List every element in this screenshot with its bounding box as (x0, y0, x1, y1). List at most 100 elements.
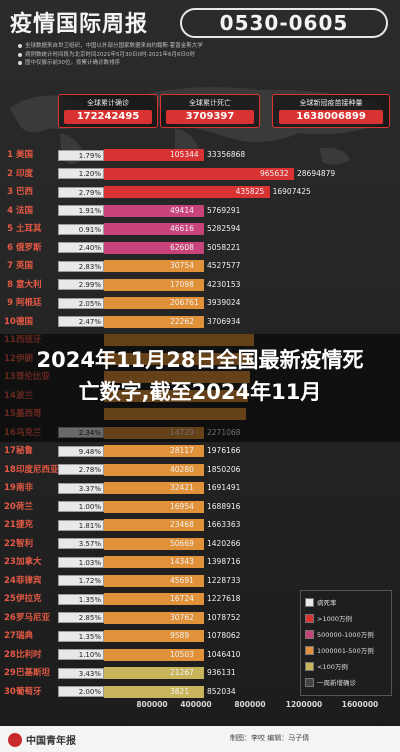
fatality-rate-box: 3.43% (58, 667, 104, 679)
date-range-badge: 0530-0605 (180, 8, 388, 38)
bar (104, 667, 204, 679)
header-notes: 全球数据来自世卫组织，中国以外部分国家数据来自约翰斯·霍普金斯大学 病例数统计时… (18, 42, 203, 68)
cases-label: 1228733 (207, 575, 241, 585)
deaths-label: 28117 (170, 446, 194, 455)
stat-global-vaccines: 全球新冠疫苗接种量 1638006899 (272, 94, 390, 128)
cases-label: 4230153 (207, 279, 241, 289)
fatality-rate-box: 1.81% (58, 519, 104, 531)
credit-text: 制图：李咬 编辑：马子倩 (230, 734, 310, 742)
cases-label: 1227618 (207, 594, 241, 603)
footer: 中国青年报 制图：李咬 编辑：马子倩 (0, 726, 400, 752)
cases-label: 3706934 (207, 316, 241, 326)
table-row: 21 捷克 1.81% 23468 1663363 (0, 516, 400, 534)
header: 疫情国际周报 0530-0605 全球数据来自世卫组织，中国以外部分国家数据来自… (0, 0, 400, 82)
fatality-rate-box: 1.10% (58, 649, 104, 660)
rank-label: 4 (7, 205, 13, 216)
fatality-rate-box: 1.79% (58, 149, 104, 161)
deaths-label: 14343 (170, 557, 194, 566)
publisher-logo[interactable]: 中国青年报 (8, 732, 76, 747)
bar (104, 445, 204, 457)
rank-label: 6 (7, 242, 13, 253)
table-row: 22 智利 3.57% 50669 1420266 (0, 535, 400, 553)
cases-label: 1046410 (207, 649, 241, 659)
table-row: 29 巴基斯坦 3.43% 21267 936131 (0, 664, 400, 682)
table-row: 7 英国 2.83% 30754 4527577 (0, 257, 400, 275)
rank-label: 18 (4, 464, 16, 475)
deaths-label: 50669 (170, 538, 194, 548)
x-tick-label: 800000 (234, 700, 266, 709)
deaths-label: 40280 (170, 464, 194, 474)
legend-swatch-icon (305, 613, 314, 623)
bar (104, 537, 204, 550)
cases-label: 1850206 (207, 464, 241, 474)
legend-swatch-icon (305, 661, 314, 671)
bar (104, 630, 204, 642)
country-label: 巴西 (16, 187, 34, 197)
country-label: 荷兰 (16, 501, 34, 512)
country-label: 德国 (16, 316, 34, 327)
cases-label: 33356868 (207, 150, 246, 159)
rank-label: 25 (4, 594, 16, 604)
fatality-rate-box: 0.91% (58, 223, 104, 235)
country-label: 比利时 (16, 649, 42, 660)
bar (104, 297, 204, 309)
rank-label: 3 (7, 187, 13, 197)
fatality-rate-box: 9.48% (58, 445, 104, 457)
rank-label: 27 (4, 631, 16, 641)
legend-item: >1000万例 (305, 610, 387, 626)
fatality-rate-box: 2.40% (58, 242, 104, 253)
cases-label: 1688916 (207, 501, 241, 511)
bar (104, 204, 204, 217)
cases-label: 1420266 (207, 538, 241, 548)
country-label: 南非 (16, 483, 34, 493)
bar (104, 482, 204, 494)
deaths-label: 206761 (170, 298, 199, 307)
rank-label: 28 (4, 649, 16, 660)
cases-label: 1976166 (207, 446, 241, 455)
cases-label: 1663363 (207, 520, 241, 529)
table-row: 18 印度尼西亚 2.78% 40280 1850206 (0, 461, 400, 479)
deaths-label: 22262 (170, 316, 194, 326)
deaths-label: 10503 (170, 649, 194, 659)
table-row: 6 俄罗斯 2.40% 62608 5058221 (0, 239, 400, 257)
legend-item: 病死率 (305, 594, 387, 610)
rank-label: 2 (7, 168, 13, 179)
legend-item: <100万例 (305, 658, 387, 674)
country-label: 阿根廷 (16, 298, 42, 308)
bar (104, 223, 204, 235)
legend-swatch-icon (305, 677, 314, 687)
country-label: 土耳其 (16, 224, 42, 234)
bullet-icon (18, 44, 22, 49)
fatality-rate-box: 3.37% (58, 482, 104, 494)
legend-label: 一周新增确诊 (317, 679, 356, 687)
table-row: 25 伊拉克 1.35% 16724 1227618 (0, 590, 400, 608)
cases-label: 1078062 (207, 631, 241, 640)
x-tick-label: 800000 (136, 700, 168, 709)
deaths-label: 49414 (170, 205, 194, 215)
deaths-label: 435825 (235, 187, 265, 196)
rank-label: 22 (4, 538, 16, 549)
legend-label: <100万例 (317, 663, 348, 671)
deaths-label: 21267 (170, 668, 194, 677)
fatality-rate-box: 2.79% (58, 186, 104, 198)
bar (104, 500, 204, 513)
table-row: 5 土耳其 0.91% 46616 5282594 (0, 220, 400, 238)
legend-swatch-icon (305, 645, 314, 655)
table-row: 27 瑞典 1.35% 9589 1078062 (0, 627, 400, 645)
country-label: 捷克 (16, 520, 34, 530)
table-row: 2 印度 1.20% 965632 28694879 (0, 165, 400, 183)
table-row: 24 菲律宾 1.72% 45691 1228733 (0, 572, 400, 590)
rank-label: 21 (4, 520, 16, 530)
country-label: 加拿大 (16, 557, 42, 567)
table-row: 23 加拿大 1.03% 14343 1398716 (0, 553, 400, 571)
country-label: 美国 (16, 150, 34, 160)
cases-label: 28694879 (297, 168, 336, 178)
bar (104, 685, 204, 698)
rank-label: 10 (4, 316, 16, 327)
table-row: 3 巴西 2.79% 435825 16907425 (0, 183, 400, 201)
table-row: 8 意大利 2.99% 17098 4230153 (0, 276, 400, 294)
note-item: 全球数据来自世卫组织，中国以外部分国家数据来自约翰斯·霍普金斯大学 (18, 42, 203, 51)
bar (104, 611, 204, 624)
deaths-label: 16724 (170, 594, 194, 603)
